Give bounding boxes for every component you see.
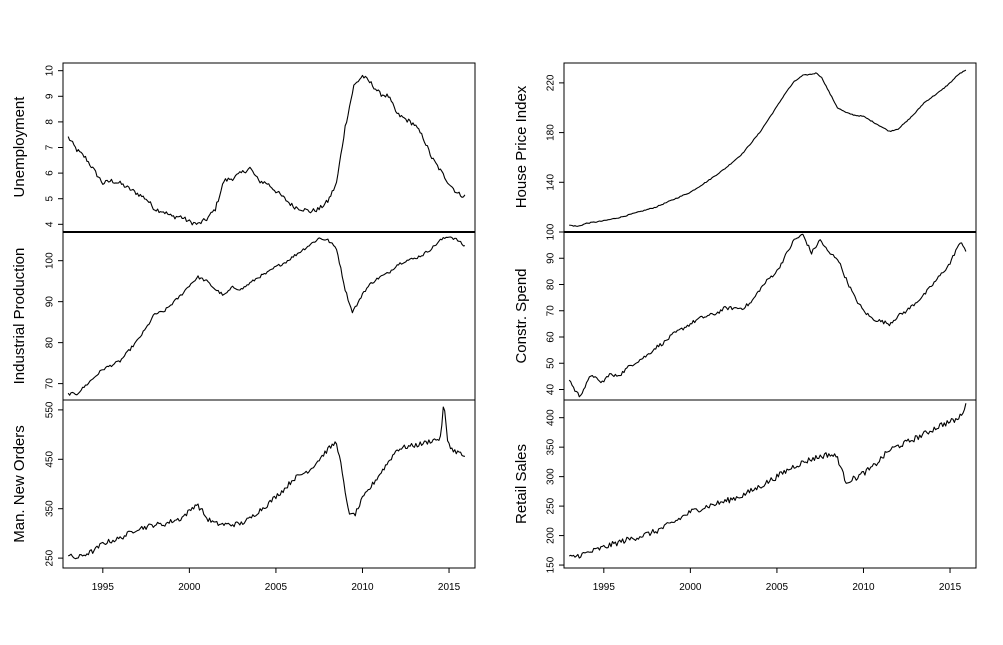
panel-industrial-production: Industrial Production 70 80 90 100 <box>11 231 476 401</box>
y-tick-label: 150 <box>546 556 557 573</box>
y-tick-label: 220 <box>546 74 557 91</box>
panel-man-new-orders: Man. New Orders 250 350 450 550 1995 2000 2005… <box>11 399 476 593</box>
y-tick-label: 5 <box>45 195 56 201</box>
plot-frame <box>563 62 977 233</box>
y-tick-label: 450 <box>45 451 56 468</box>
x-tick-label: 1995 <box>593 582 616 593</box>
y-tick-label: 200 <box>546 527 557 544</box>
y-tick-label: 100 <box>546 223 557 240</box>
y-tick-label: 9 <box>45 93 56 99</box>
y-tick-label: 90 <box>45 296 56 308</box>
y-tick-label: 70 <box>45 378 56 390</box>
y-axis-title: House Price Index <box>513 85 530 208</box>
y-axis-title: Industrial Production <box>11 248 28 385</box>
plot-frame <box>563 231 977 401</box>
panel-unemployment: Unemployment 4 5 6 7 8 9 10 <box>11 62 476 233</box>
plot-frame <box>62 231 476 401</box>
x-tick-label: 2010 <box>351 582 374 593</box>
panel-house-price-index: House Price Index 140 180 220 <box>513 62 977 233</box>
panel-constr-spend: Constr. Spend 40 50 60 70 80 90 100 <box>513 223 977 401</box>
y-tick-label: 400 <box>546 409 557 426</box>
y-tick-label: 550 <box>45 401 56 418</box>
y-tick-label: 250 <box>546 497 557 514</box>
x-tick-label: 2015 <box>438 582 461 593</box>
x-tick-label: 2005 <box>766 582 789 593</box>
y-tick-label: 40 <box>546 384 557 396</box>
x-tick-label: 2000 <box>679 582 702 593</box>
y-tick-label: 250 <box>45 549 56 566</box>
y-tick-label: 50 <box>546 357 557 369</box>
x-tick-label: 1995 <box>92 582 115 593</box>
y-tick-label: 350 <box>546 438 557 455</box>
y-tick-label: 80 <box>45 337 56 349</box>
y-tick-label: 80 <box>546 279 557 291</box>
y-axis-title: Man. New Orders <box>11 425 28 543</box>
x-tick-label: 2000 <box>178 582 201 593</box>
series-line <box>568 233 967 398</box>
y-tick-label: 60 <box>546 331 557 343</box>
series-line <box>67 236 466 396</box>
series-line <box>569 69 967 227</box>
y-tick-label: 100 <box>45 252 56 269</box>
y-axis-title: Unemployment <box>11 96 28 198</box>
y-tick-label: 10 <box>45 65 56 77</box>
y-tick-label: 8 <box>45 119 56 125</box>
series-line <box>67 406 466 560</box>
y-tick-label: 6 <box>45 170 56 176</box>
y-tick-label: 70 <box>546 305 557 317</box>
x-tick-label: 2010 <box>852 582 875 593</box>
y-tick-label: 140 <box>546 174 557 191</box>
panel-retail-sales: Retail Sales 150 200 250 300 350 400 1995 2000 2… <box>513 399 977 593</box>
y-tick-label: 7 <box>45 144 56 150</box>
y-axis-title: Constr. Spend <box>513 268 530 363</box>
y-tick-label: 300 <box>546 468 557 485</box>
x-tick-label: 2015 <box>939 582 962 593</box>
plot-frame <box>62 399 476 569</box>
series-line <box>67 74 466 226</box>
y-tick-label: 180 <box>546 124 557 141</box>
plot-frame <box>62 62 476 233</box>
y-tick-label: 350 <box>45 500 56 517</box>
x-tick-label: 2005 <box>265 582 288 593</box>
plot-frame <box>563 399 977 569</box>
y-tick-label: 90 <box>546 252 557 264</box>
y-axis-title: Retail Sales <box>513 444 530 524</box>
y-tick-label: 4 <box>45 221 56 227</box>
series-line <box>568 403 967 559</box>
